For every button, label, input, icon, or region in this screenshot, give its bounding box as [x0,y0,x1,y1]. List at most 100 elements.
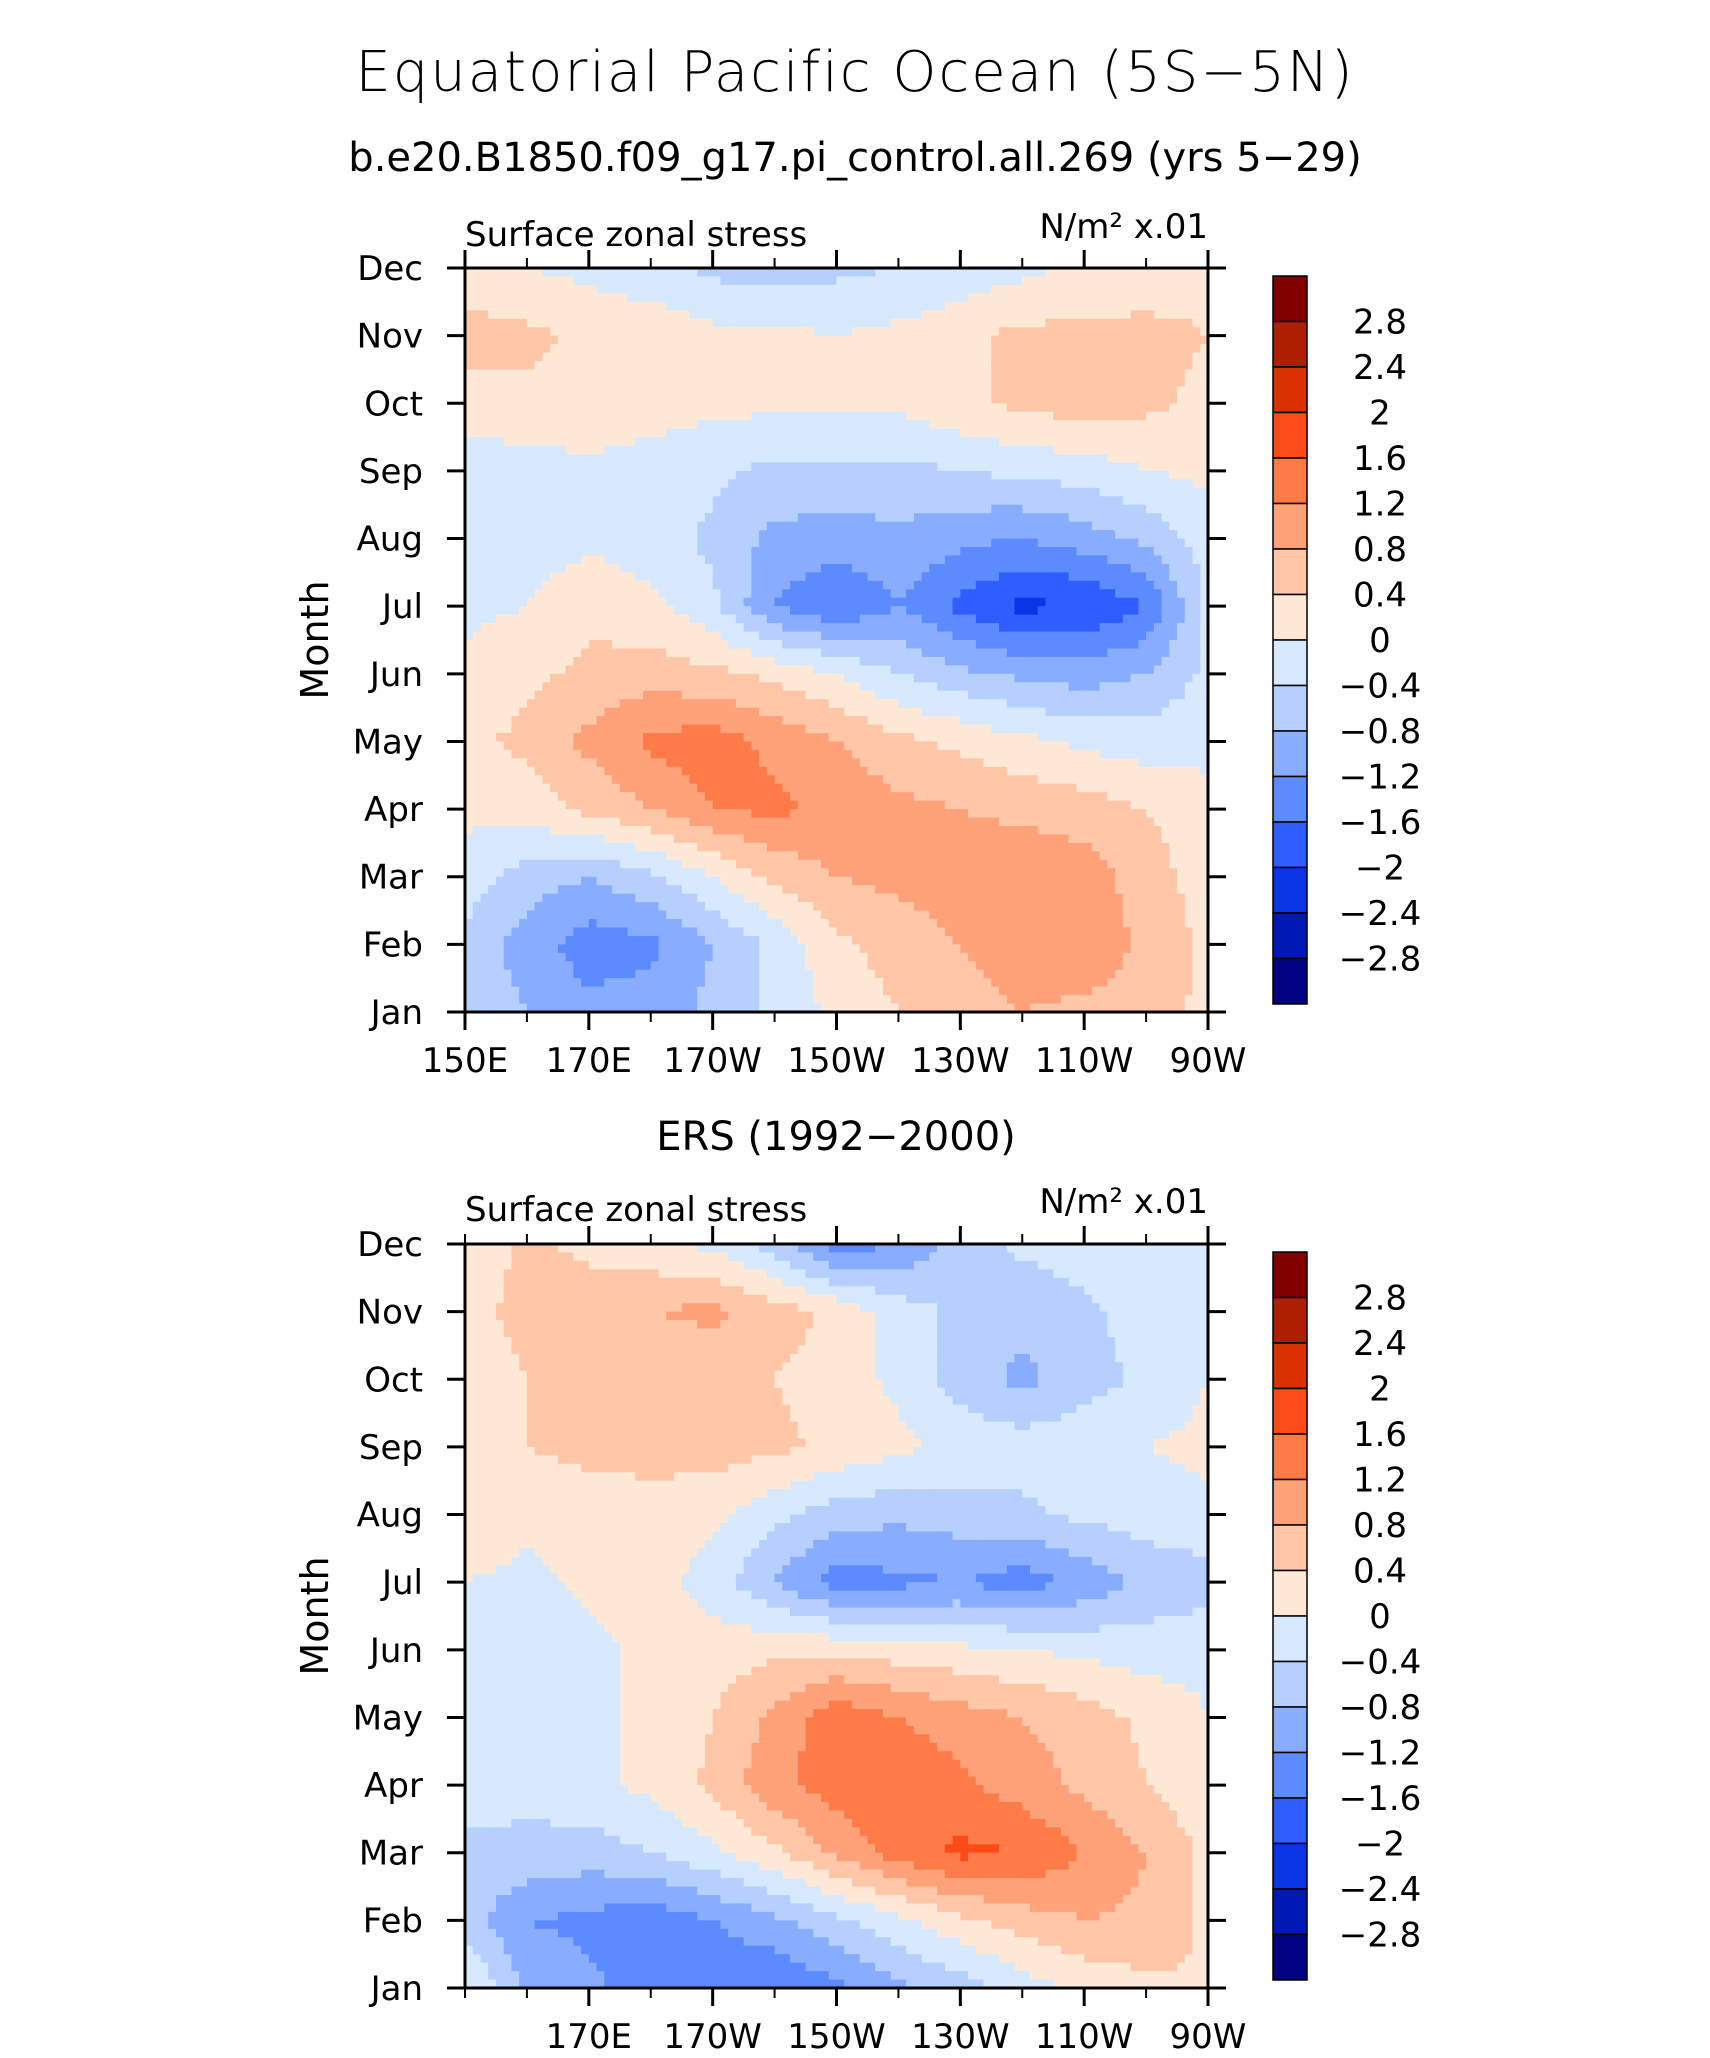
heatmap-cell [766,631,776,641]
heatmap-cell [465,386,474,396]
heatmap-cell [944,580,954,590]
heatmap-cell [1053,555,1062,565]
heatmap-cell [944,268,954,278]
heatmap-cell [1153,394,1163,404]
heatmap-cell [774,437,783,447]
heatmap-cell [991,268,1000,278]
heatmap-cell [728,631,737,641]
heatmap-cell [906,352,915,362]
heatmap-cell [658,318,667,328]
heatmap-cell [1122,369,1132,379]
heatmap-cell [720,690,729,700]
heatmap-cell [1037,682,1047,692]
heatmap-cell [751,606,760,616]
heatmap-cell [1130,386,1139,396]
heatmap-cell [929,377,938,387]
heatmap-cell [1014,623,1023,633]
heatmap-cell [604,276,613,286]
heatmap-cell [898,690,907,700]
heatmap-cell [1099,623,1108,633]
heatmap-cell [1068,276,1078,286]
heatmap-cell [805,682,814,692]
heatmap-cell [1146,690,1155,700]
heatmap-cell [944,631,954,641]
heatmap-cell [844,665,853,675]
heatmap-cell [921,437,930,447]
heatmap-cell [511,656,520,666]
heatmap-cell [913,327,923,337]
heatmap-cell [1107,631,1116,641]
heatmap-cell [1161,673,1170,683]
heatmap-cell [604,614,613,624]
heatmap-cell [766,538,776,548]
heatmap-cell [542,437,551,447]
heatmap-cell [635,530,644,540]
heatmap-cell [844,369,853,379]
heatmap-cell [952,361,961,371]
heatmap-cell [480,699,489,709]
heatmap-cell [596,377,605,387]
heatmap-cell [1068,394,1078,404]
heatmap-cell [828,521,838,531]
heatmap-cell [1014,504,1023,514]
heatmap-cell [759,538,768,548]
heatmap-cell [921,623,930,633]
heatmap-cell [782,690,791,700]
heatmap-cell [465,377,474,387]
heatmap-cell [743,386,752,396]
heatmap-cell [1091,437,1101,447]
heatmap-cell [596,504,605,514]
heatmap-cell [1153,369,1163,379]
heatmap-cell [1053,301,1062,311]
heatmap-cell [612,580,621,590]
heatmap-cell [944,454,954,464]
heatmap-cell [465,682,474,692]
heatmap-cell [658,572,667,582]
heatmap-cell [488,310,497,320]
heatmap-cell [759,521,768,531]
heatmap-cell [542,580,551,590]
heatmap-cell [1107,682,1116,692]
heatmap-cell [720,648,729,658]
heatmap-cell [828,454,838,464]
heatmap-cell [1022,682,1031,692]
heatmap-cell [519,293,528,303]
heatmap-cell [1192,640,1201,650]
heatmap-cell [472,555,482,565]
heatmap-cell [627,547,636,557]
heatmap-cell [1115,589,1124,599]
heatmap-cell [882,682,892,692]
heatmap-cell [1022,301,1031,311]
heatmap-cell [697,496,706,506]
heatmap-cell [836,614,845,624]
heatmap-cell [681,699,691,709]
heatmap-cell [1084,538,1093,548]
heatmap-cell [1006,504,1016,514]
heatmap-cell [480,690,489,700]
heatmap-cell [673,530,683,540]
heatmap-cell [480,386,489,396]
heatmap-cell [1115,547,1124,557]
heatmap-cell [813,369,822,379]
heatmap-cell [728,310,737,320]
heatmap-cell [1107,268,1116,278]
heatmap-cell [1029,403,1039,413]
heatmap-cell [542,656,551,666]
heatmap-cell [774,665,783,675]
heatmap-cell [542,521,551,531]
heatmap-cell [805,428,814,438]
heatmap-cell [643,614,652,624]
heatmap-cell [983,597,992,607]
heatmap-cell [1138,420,1147,430]
heatmap-cell [1037,411,1047,421]
heatmap-cell [1014,470,1023,480]
heatmap-cell [851,648,861,658]
heatmap-cell [697,572,706,582]
heatmap-cell [968,327,977,337]
heatmap-cell [766,284,776,294]
heatmap-cell [650,310,660,320]
heatmap-cell [550,572,559,582]
heatmap-cell [851,361,861,371]
heatmap-cell [519,665,528,675]
heatmap-cell [1177,284,1186,294]
